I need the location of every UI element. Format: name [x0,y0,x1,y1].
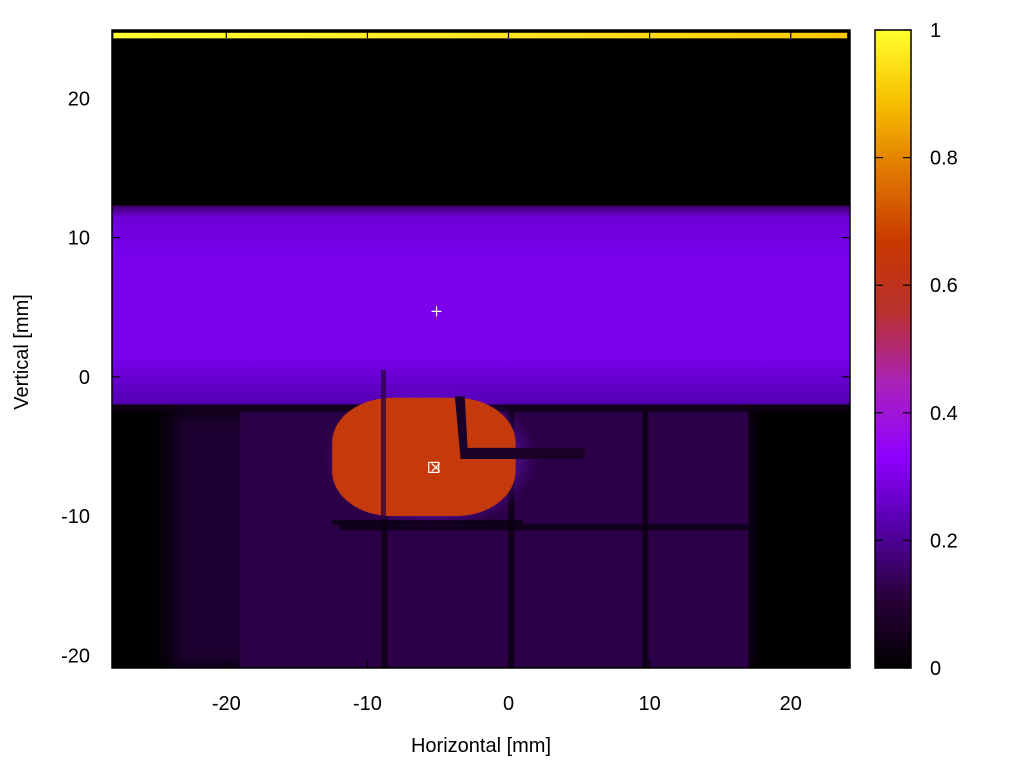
y-tick-label: 10 [68,228,90,250]
colorbar-tick-label: 0.6 [930,275,958,297]
colorbar-frame [874,29,912,669]
y-tick-label: 20 [68,88,90,110]
colorbar-axis: 0 0.2 0.4 0.6 0.8 1 [875,20,958,680]
x-tick-label: -20 [212,693,241,715]
shadow-line-v [381,411,388,668]
violet-band [112,205,850,405]
plot-frame [111,29,851,669]
y-tick-label: -20 [61,645,90,667]
x-tick-label: 20 [780,693,802,715]
top-bright-strip [113,32,848,39]
hot-spot-divider [380,369,386,519]
hot-spot [332,397,516,517]
markers [428,306,442,474]
y-axis: -20 -10 0 10 20 [61,88,850,667]
y-tick-label: -10 [61,506,90,528]
x-tick-label: 10 [639,693,661,715]
x-axis-label: Horizontal [mm] [411,735,551,757]
plus-marker [431,306,442,317]
x-tick-label: 0 [503,693,514,715]
heatmap-image [112,30,850,668]
shadow-line-h [339,524,749,531]
hot-spot-slot [454,396,585,460]
box-marker [428,461,440,474]
colorbar-tick-label: 0.8 [930,148,958,170]
hot-spot-lower-shadow [332,520,523,525]
shadow-line-v [508,411,515,668]
colorbar [875,30,911,668]
x-tick-label: -10 [353,693,382,715]
y-axis-label: Vertical [mm] [11,294,33,410]
y-tick-label: 0 [79,367,90,389]
x-marker [431,462,441,472]
x-axis: -20 -10 0 10 20 [212,30,802,715]
colorbar-tick-label: 1 [930,20,941,42]
colorbar-tick-label: 0.4 [930,403,958,425]
colorbar-tick-label: 0.2 [930,530,958,552]
colorbar-tick-label: 0 [930,658,941,680]
shadow-line-v [642,411,649,668]
